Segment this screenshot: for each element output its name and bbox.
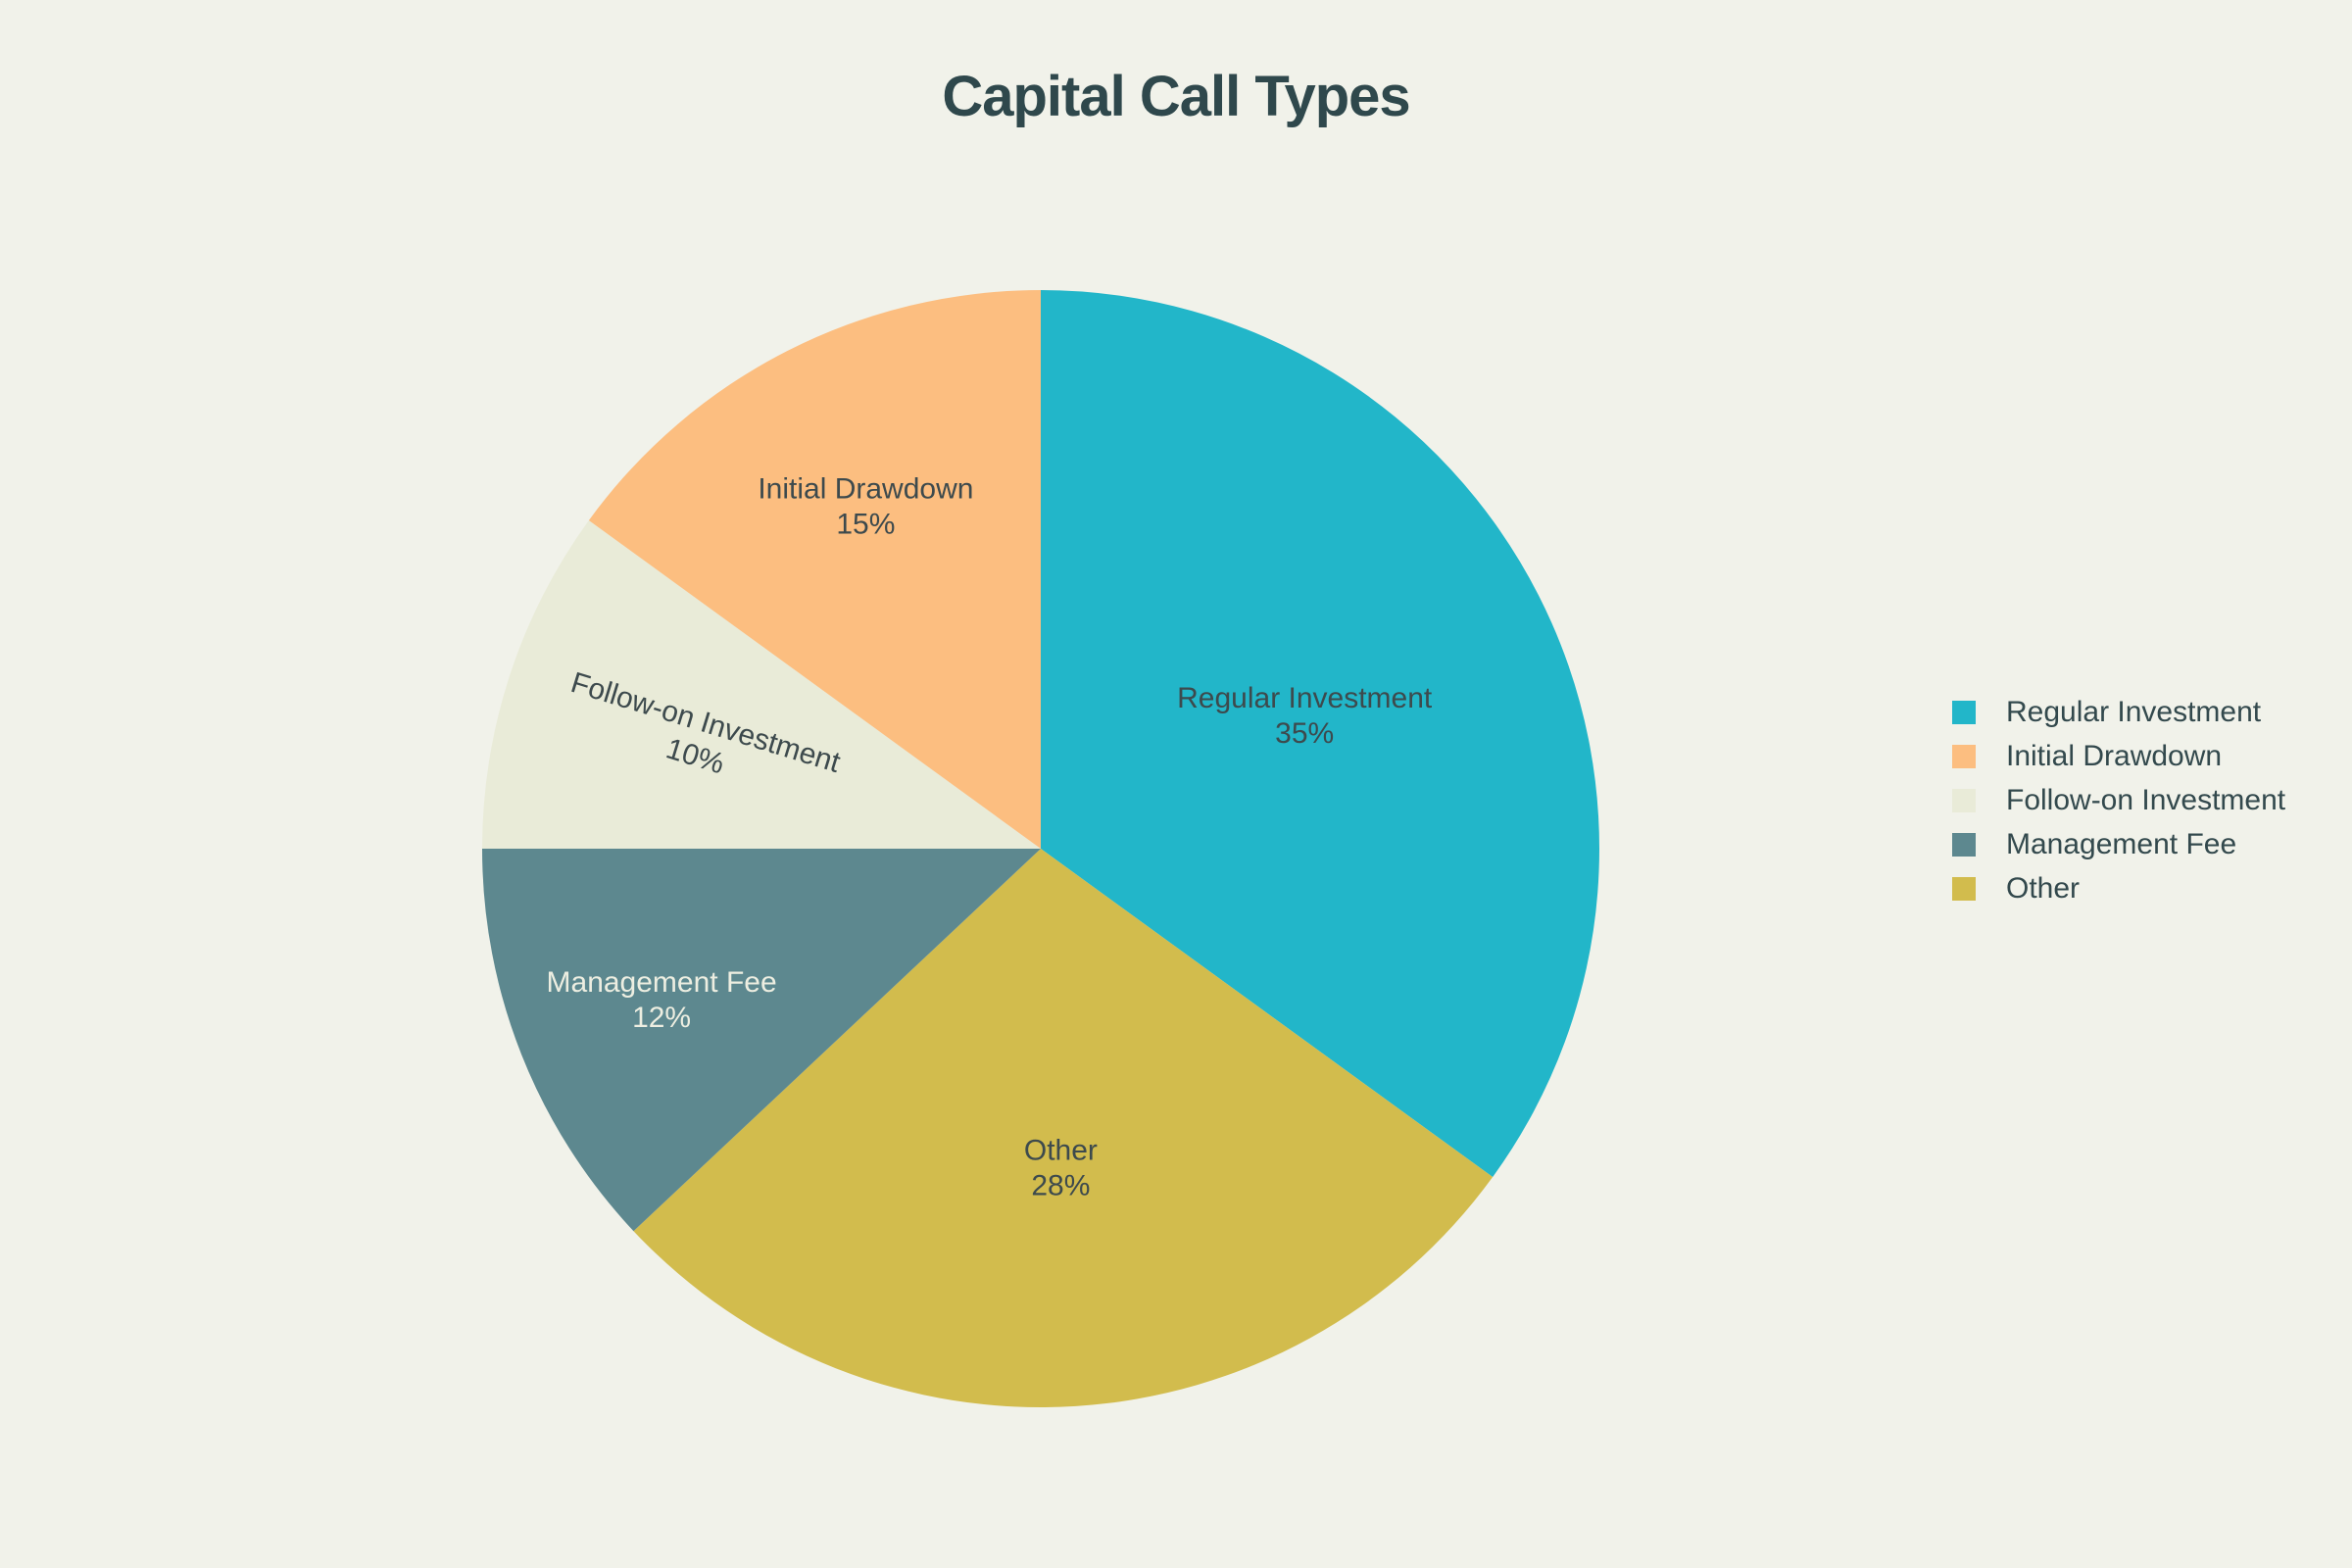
- legend-swatch-regular-investment: [1952, 701, 1976, 724]
- legend-swatch-initial-drawdown: [1952, 745, 1976, 768]
- legend-label-management-fee: Management Fee: [2006, 828, 2237, 860]
- legend-swatch-other: [1952, 877, 1976, 901]
- legend-item-management-fee[interactable]: Management Fee: [1952, 830, 2285, 859]
- pie-slice-follow-on-investment[interactable]: [482, 519, 1041, 849]
- pie-slice-regular-investment[interactable]: [1041, 290, 1600, 1178]
- chart-title: Capital Call Types: [942, 65, 1410, 128]
- legend-label-other: Other: [2006, 872, 2081, 905]
- pie-slice-management-fee[interactable]: [482, 849, 1041, 1232]
- legend: Regular Investment Initial Drawdown Follow…: [1952, 698, 2285, 904]
- legend-label-regular-investment: Regular Investment: [2006, 696, 2262, 728]
- legend-item-initial-drawdown[interactable]: Initial Drawdown: [1952, 742, 2285, 771]
- legend-item-other[interactable]: Other: [1952, 874, 2285, 904]
- slice-label-regular-investment: Regular Investment 35%: [1177, 682, 1433, 750]
- slice-label-other: Other 28%: [1024, 1134, 1098, 1201]
- legend-swatch-management-fee: [1952, 833, 1976, 857]
- slice-label-initial-drawdown: Initial Drawdown 15%: [758, 473, 973, 541]
- slice-label-management-fee: Management Fee 12%: [547, 966, 777, 1034]
- legend-label-initial-drawdown: Initial Drawdown: [2006, 740, 2223, 772]
- legend-item-regular-investment[interactable]: Regular Investment: [1952, 698, 2285, 727]
- pie-slice-initial-drawdown[interactable]: [588, 290, 1041, 849]
- legend-item-follow-on-investment[interactable]: Follow-on Investment: [1952, 786, 2285, 815]
- legend-swatch-follow-on-investment: [1952, 789, 1976, 812]
- pie-slice-other[interactable]: [633, 849, 1494, 1407]
- legend-label-follow-on-investment: Follow-on Investment: [2006, 784, 2286, 816]
